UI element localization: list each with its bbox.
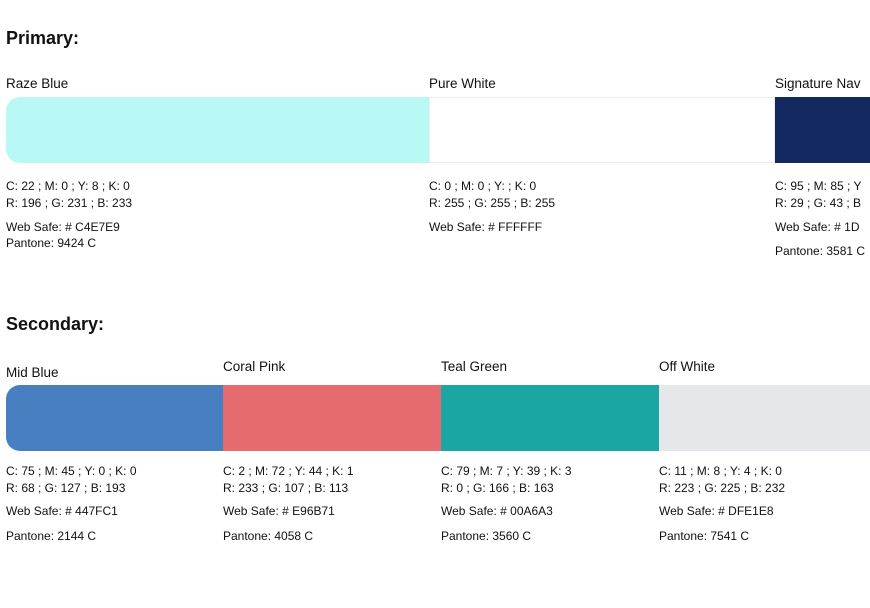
- color-spec: R: 29 ; G: 43 ; B: [775, 196, 862, 210]
- color-name: Off White: [659, 359, 716, 374]
- color-spec: R: 233 ; G: 107 ; B: 113: [223, 481, 349, 495]
- section-title: Secondary:: [6, 314, 105, 334]
- color-spec: C: 2 ; M: 72 ; Y: 44 ; K: 1: [223, 464, 354, 478]
- color-spec: R: 223 ; G: 225 ; B: 232: [659, 481, 786, 495]
- color-swatch: [223, 385, 441, 451]
- color-spec: C: 75 ; M: 45 ; Y: 0 ; K: 0: [6, 464, 137, 478]
- color-spec: Web Safe: # E96B71: [223, 504, 335, 518]
- color-spec: C: 0 ; M: 0 ; Y: ; K: 0: [429, 179, 537, 193]
- color-name: Coral Pink: [223, 359, 286, 374]
- color-swatch: [441, 385, 659, 451]
- color-spec: R: 196 ; G: 231 ; B: 233: [6, 196, 133, 210]
- color-spec: R: 255 ; G: 255 ; B: 255: [429, 196, 556, 210]
- color-spec: Web Safe: # 00A6A3: [441, 504, 553, 518]
- color-spec: Web Safe: # C4E7E9: [6, 220, 120, 234]
- color-spec: Web Safe: # 1D: [775, 220, 860, 234]
- color-spec: Pantone: 3560 C: [441, 529, 532, 543]
- color-swatch: [6, 385, 223, 451]
- color-swatch: [659, 385, 870, 451]
- section-title: Primary:: [6, 28, 80, 48]
- color-spec: Web Safe: # 447FC1: [6, 504, 118, 518]
- color-swatch: [775, 97, 870, 163]
- color-spec: Web Safe: # DFE1E8: [659, 504, 774, 518]
- color-spec: R: 0 ; G: 166 ; B: 163: [441, 481, 554, 495]
- color-name: Raze Blue: [6, 76, 69, 91]
- color-spec: C: 79 ; M: 7 ; Y: 39 ; K: 3: [441, 464, 572, 478]
- color-spec: C: 11 ; M: 8 ; Y: 4 ; K: 0: [659, 464, 782, 478]
- color-name: Signature Nav: [775, 76, 861, 91]
- color-spec: Web Safe: # FFFFFF: [429, 220, 543, 234]
- color-spec: C: 95 ; M: 85 ; Y: [775, 179, 862, 193]
- color-swatch: [429, 97, 775, 163]
- color-spec: C: 22 ; M: 0 ; Y: 8 ; K: 0: [6, 179, 130, 193]
- color-spec: Pantone: 3581 C: [775, 244, 866, 258]
- color-name: Pure White: [429, 76, 496, 91]
- color-swatch: [6, 97, 429, 163]
- color-spec: R: 68 ; G: 127 ; B: 193: [6, 481, 126, 495]
- color-name: Mid Blue: [6, 365, 59, 380]
- color-spec: Pantone: 2144 C: [6, 529, 97, 543]
- color-spec: Pantone: 9424 C: [6, 236, 97, 250]
- color-spec: Pantone: 7541 C: [659, 529, 750, 543]
- color-name: Teal Green: [441, 359, 508, 374]
- color-spec: Pantone: 4058 C: [223, 529, 314, 543]
